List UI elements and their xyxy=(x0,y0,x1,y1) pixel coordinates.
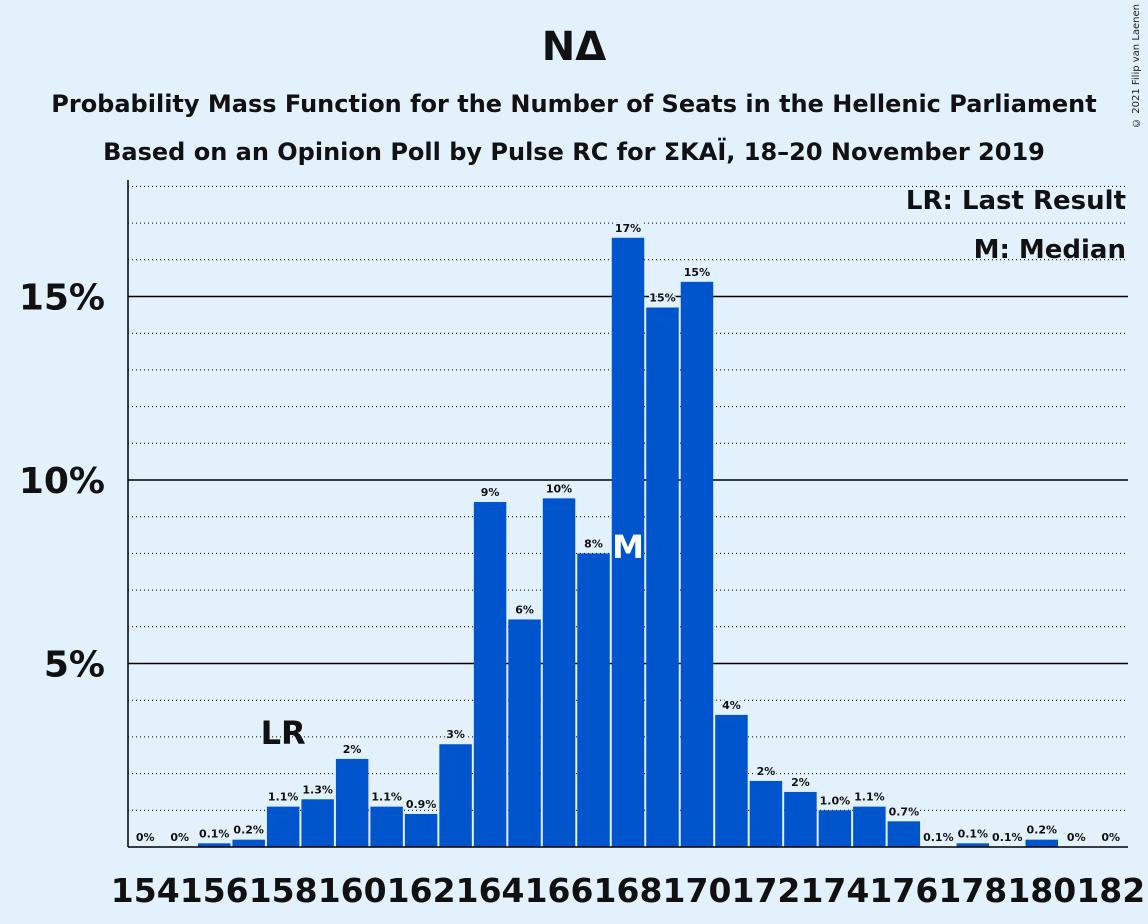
bar xyxy=(680,281,714,847)
x-tick-label: 162 xyxy=(387,871,456,910)
bar xyxy=(404,813,438,847)
bar-value-label: 0.1% xyxy=(923,831,954,844)
bar-value-label: 2% xyxy=(343,743,362,756)
x-tick-label: 174 xyxy=(800,871,869,910)
y-tick-label: 15% xyxy=(19,278,105,319)
chart-subtitle-1: Probability Mass Function for the Number… xyxy=(51,90,1097,118)
bar-value-label: 1.0% xyxy=(820,794,851,807)
bar xyxy=(473,502,507,847)
x-tick-label: 172 xyxy=(731,871,800,910)
bar-value-label: 0.1% xyxy=(992,831,1023,844)
bar xyxy=(335,758,369,847)
chart-subtitle-2: Based on an Opinion Poll by Pulse RC for… xyxy=(103,138,1045,166)
legend-median: M: Median xyxy=(974,235,1126,265)
legend-last-result: LR: Last Result xyxy=(906,186,1126,216)
x-tick-label: 156 xyxy=(180,871,249,910)
x-tick-label: 168 xyxy=(594,871,663,910)
bar xyxy=(749,780,783,847)
bar-value-label: 6% xyxy=(515,603,534,616)
bar xyxy=(542,498,576,847)
bar xyxy=(715,714,748,847)
bar-value-label: 0.9% xyxy=(406,798,437,811)
bar-value-label: 9% xyxy=(481,486,500,499)
bar-value-label: 1.3% xyxy=(302,783,333,796)
bar xyxy=(784,791,817,847)
y-tick-label: 5% xyxy=(44,645,105,686)
bar xyxy=(577,553,610,847)
bar-value-label: 0.2% xyxy=(233,824,264,837)
bar-value-label: 1.1% xyxy=(268,791,299,804)
bar xyxy=(370,806,403,847)
bar-value-label: 1.1% xyxy=(854,791,885,804)
x-tick-label: 178 xyxy=(938,871,1007,910)
x-tick-label: 158 xyxy=(249,871,318,910)
bar xyxy=(956,843,990,847)
bar xyxy=(646,307,679,847)
x-tick-label: 154 xyxy=(111,871,180,910)
median-marker: M xyxy=(612,528,644,566)
last-result-marker: LR xyxy=(261,714,306,752)
bar-value-label: 0% xyxy=(136,831,155,844)
chart-title: ΝΔ xyxy=(541,24,607,70)
x-tick-label: 182 xyxy=(1076,871,1145,910)
bar xyxy=(853,806,886,847)
bar xyxy=(887,821,921,847)
x-tick-label: 160 xyxy=(318,871,387,910)
y-tick-label: 10% xyxy=(19,461,105,502)
bar-value-label: 0% xyxy=(170,831,189,844)
bar xyxy=(301,799,334,847)
bar-value-label: 0% xyxy=(1101,831,1120,844)
bar-value-label: 8% xyxy=(584,537,603,550)
bar-value-label: 15% xyxy=(649,292,675,305)
bar xyxy=(197,843,231,847)
bar xyxy=(232,839,265,847)
bar xyxy=(266,806,300,847)
bar-value-label: 0.1% xyxy=(958,827,989,840)
bar-value-label: 0.1% xyxy=(199,827,230,840)
bar-value-label: 1.1% xyxy=(371,791,402,804)
x-tick-label: 164 xyxy=(456,871,525,910)
bar-value-label: 15% xyxy=(684,266,710,279)
bar xyxy=(611,237,645,847)
x-tick-label: 180 xyxy=(1007,871,1076,910)
bar-value-label: 3% xyxy=(446,728,465,741)
x-tick-label: 170 xyxy=(663,871,732,910)
bar xyxy=(508,619,541,847)
bar xyxy=(1025,839,1059,847)
bar-value-label: 10% xyxy=(546,482,572,495)
bar-value-label: 17% xyxy=(615,222,641,235)
bar-value-label: 0% xyxy=(1067,831,1086,844)
x-tick-label: 166 xyxy=(525,871,594,910)
x-tick-label: 176 xyxy=(869,871,938,910)
bar-value-label: 2% xyxy=(757,765,776,778)
bar-value-label: 2% xyxy=(791,776,810,789)
bar-value-label: 4% xyxy=(722,699,741,712)
bar xyxy=(818,810,852,847)
bar-value-label: 0.7% xyxy=(889,805,920,818)
bar xyxy=(439,744,472,847)
bar-value-label: 0.2% xyxy=(1027,824,1058,837)
